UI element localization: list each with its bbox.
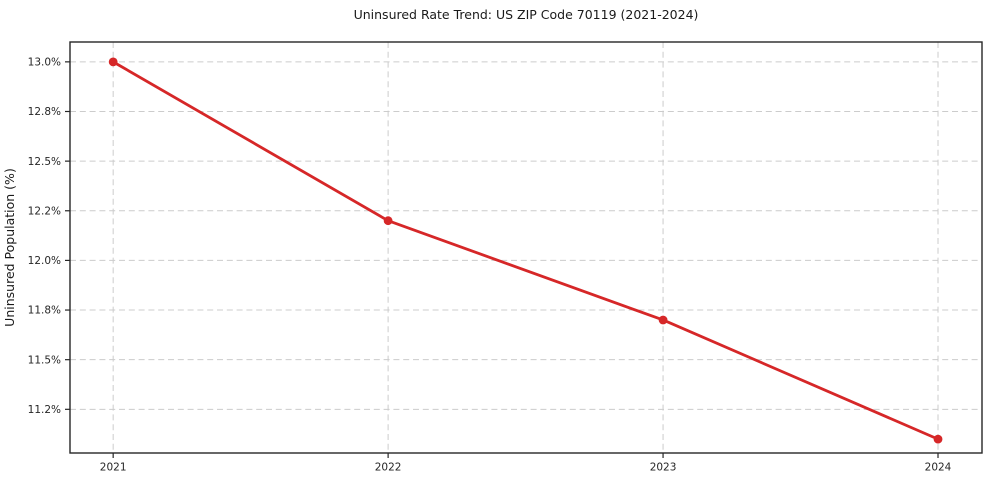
x-tick-label: 2024 bbox=[925, 462, 952, 474]
x-tick-label: 2021 bbox=[100, 462, 127, 474]
series-layer bbox=[108, 57, 943, 444]
data-point-2022 bbox=[383, 216, 393, 226]
x-tick-label: 2023 bbox=[650, 462, 677, 474]
y-tick-label: 11.8% bbox=[28, 305, 61, 317]
y-tick-label: 11.2% bbox=[28, 404, 61, 416]
chart-title: Uninsured Rate Trend: US ZIP Code 70119 … bbox=[354, 7, 699, 22]
data-point-2023 bbox=[658, 315, 668, 325]
x-tick-label: 2022 bbox=[375, 462, 402, 474]
plot-border bbox=[69, 41, 983, 454]
y-tick-label: 12.8% bbox=[28, 106, 61, 118]
y-tick-label: 12.2% bbox=[28, 205, 61, 217]
y-tick-label: 11.5% bbox=[28, 354, 61, 366]
trend-line bbox=[111, 60, 940, 441]
ticks-layer: 11.2% 11.5% 11.8% 12.0% 12.2% 12.5% 12.8% 13.0%… bbox=[28, 57, 952, 474]
y-tick-label: 13.0% bbox=[28, 57, 61, 69]
grid-layer bbox=[70, 42, 982, 453]
y-tick-label: 12.5% bbox=[28, 156, 61, 168]
data-point-2021 bbox=[108, 57, 118, 67]
y-tick-label: 12.0% bbox=[28, 255, 61, 267]
y-axis-label: Uninsured Population (%) bbox=[2, 168, 17, 327]
data-point-2024 bbox=[933, 434, 943, 444]
